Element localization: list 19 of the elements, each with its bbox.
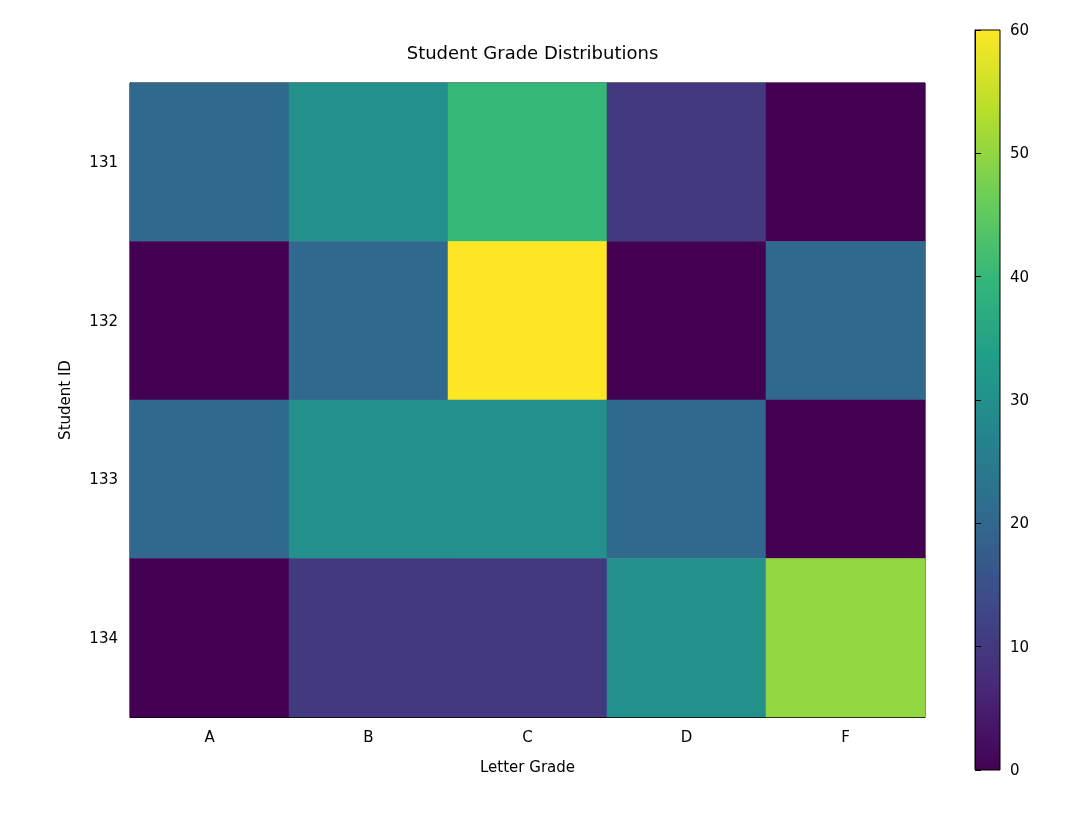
color-bar-label: 60 (1010, 21, 1030, 39)
color-bar-label: 40 (1010, 267, 1030, 286)
y-axis-title: Student ID (55, 360, 74, 440)
y-tick-label: 131 (89, 153, 118, 172)
chart-title: Student Grade Distributions (406, 41, 659, 63)
color-bar-label: 20 (1010, 514, 1030, 533)
y-tick-label: 134 (89, 628, 118, 647)
color-bar-label: 50 (1010, 144, 1030, 163)
x-tick-label: C (522, 727, 533, 746)
y-tick-label: 133 (89, 470, 118, 489)
color-bar-label: 30 (1010, 391, 1030, 409)
color-bar-label: 10 (1010, 637, 1030, 656)
x-tick-label: D (680, 727, 693, 746)
x-tick-label: A (204, 727, 216, 746)
x-tick-label: F (841, 727, 850, 746)
x-axis-title: Letter Grade (480, 757, 575, 776)
y-tick-label: 132 (89, 311, 118, 330)
color-bar-label: 0 (1010, 761, 1020, 779)
x-tick-label: B (363, 727, 374, 746)
